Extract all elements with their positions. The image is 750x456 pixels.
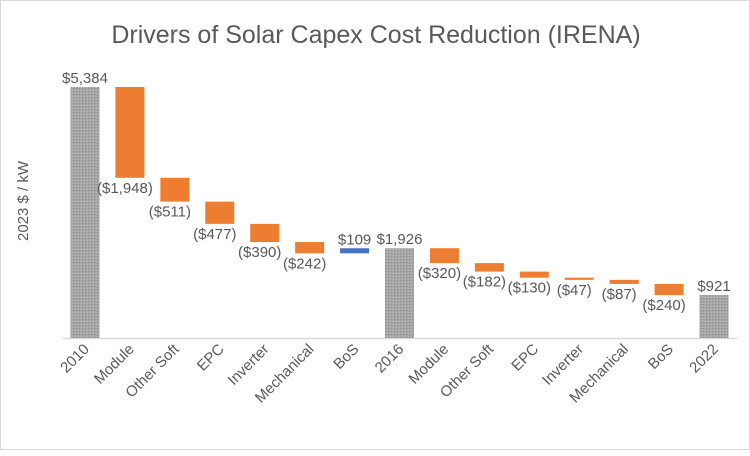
bar-decrease: [205, 201, 235, 224]
bar-decrease: [654, 283, 684, 296]
x-tick-label: 2016: [372, 341, 408, 377]
bar-total: [70, 87, 100, 338]
chart-title: Drivers of Solar Capex Cost Reduction (I…: [111, 21, 640, 49]
bar-decrease: [115, 87, 145, 178]
bar-decrease: [519, 271, 549, 278]
bar-total: [385, 248, 415, 338]
data-label: $109: [338, 231, 371, 248]
x-tick-label: EPC: [194, 341, 228, 375]
data-label: ($130): [508, 280, 551, 297]
bar-decrease: [609, 279, 639, 284]
data-label: ($1,948): [97, 180, 153, 197]
data-label: ($240): [642, 297, 685, 314]
data-label: ($390): [238, 244, 281, 261]
bar-total: [699, 295, 729, 338]
x-tick-label: EPC: [508, 341, 542, 375]
x-tick-label: BoS: [645, 341, 677, 373]
data-label: $1,926: [377, 231, 423, 248]
bar-increase: [340, 248, 370, 254]
x-tick-label: 2010: [57, 341, 93, 377]
data-label: $921: [697, 278, 730, 295]
data-label: ($242): [283, 255, 326, 272]
bar-decrease: [295, 242, 325, 254]
bar-decrease: [250, 223, 280, 243]
data-label: ($182): [463, 274, 506, 291]
data-label: ($47): [557, 282, 592, 299]
data-label: $5,384: [62, 70, 108, 87]
data-label: ($511): [149, 204, 191, 221]
data-label: ($87): [602, 286, 637, 303]
data-label: ($320): [418, 265, 461, 282]
y-axis-label: 2023 $ / kW: [15, 160, 32, 241]
data-label: ($477): [193, 226, 236, 243]
bar-decrease: [474, 263, 504, 272]
bar-decrease: [429, 248, 459, 264]
bar-decrease: [564, 277, 594, 280]
x-tick-label: 2022: [686, 341, 722, 377]
x-tick-label: BoS: [330, 341, 362, 373]
bar-decrease: [160, 177, 190, 202]
